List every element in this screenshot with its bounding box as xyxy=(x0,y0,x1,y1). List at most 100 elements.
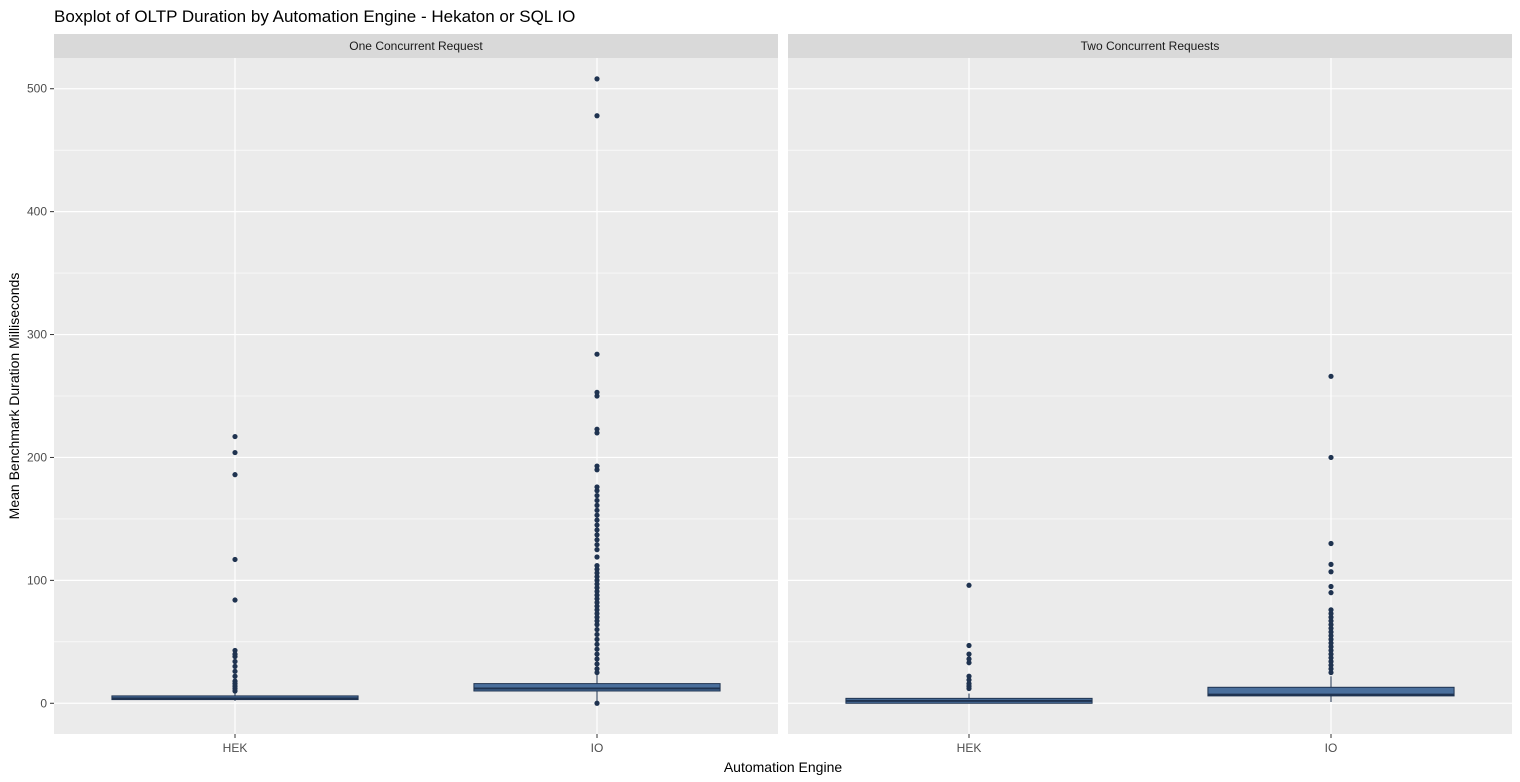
axis-layer: HEK IO HEK IO 0 100 200 300 400 500 xyxy=(27,82,1337,755)
outlier-point xyxy=(594,666,600,672)
outlier-point xyxy=(594,488,600,494)
outlier-point xyxy=(1328,614,1334,620)
outlier-point xyxy=(594,76,600,82)
outlier-point xyxy=(232,449,238,456)
outlier-point xyxy=(594,547,600,553)
outlier-point xyxy=(1328,636,1334,642)
outlier-point xyxy=(594,467,600,473)
box-iqr xyxy=(1207,686,1455,697)
outlier-point xyxy=(1328,373,1334,379)
box-io xyxy=(473,76,721,706)
outlier-point xyxy=(966,681,972,687)
outlier-point xyxy=(1328,610,1334,617)
outlier-point xyxy=(1328,644,1334,650)
outlier-point xyxy=(966,677,972,683)
outlier-point xyxy=(1328,629,1334,635)
outlier-point xyxy=(232,651,238,657)
strip-background xyxy=(788,34,1512,58)
outlier-point xyxy=(594,522,600,528)
outlier-point xyxy=(594,661,600,667)
outlier-point xyxy=(1328,655,1334,661)
outlier-point xyxy=(594,636,600,642)
outlier-point xyxy=(232,673,238,679)
outlier-point xyxy=(966,673,972,679)
outlier-point xyxy=(594,502,600,508)
x-tick-label: IO xyxy=(1325,741,1338,755)
outlier-point xyxy=(1328,662,1334,668)
outlier-point xyxy=(594,484,600,490)
box-layer xyxy=(111,76,1455,706)
x-axis-label: Automation Engine xyxy=(724,759,843,775)
strip-label-one-concurrent-request: One Concurrent Request xyxy=(349,39,483,53)
x-tick-label: IO xyxy=(591,741,604,755)
outlier-point xyxy=(1328,540,1334,547)
outlier-point xyxy=(594,585,600,591)
outlier-point xyxy=(594,574,600,580)
x-tick-label: HEK xyxy=(223,741,248,755)
outlier-point xyxy=(594,566,600,572)
outlier-point xyxy=(966,642,972,649)
outlier-point xyxy=(594,563,600,569)
outlier-point xyxy=(1328,633,1334,639)
y-tick-label: 100 xyxy=(27,573,47,587)
outlier-point xyxy=(594,393,600,399)
outlier-point xyxy=(1328,607,1334,613)
y-tick-label: 0 xyxy=(40,696,47,710)
y-tick-label: 400 xyxy=(27,205,47,219)
outlier-point xyxy=(594,588,600,595)
outlier-point xyxy=(594,669,600,676)
outlier-point xyxy=(594,351,600,357)
outlier-point xyxy=(966,660,972,666)
outlier-point xyxy=(594,603,600,609)
outlier-point xyxy=(594,631,600,638)
outlier-point xyxy=(594,430,600,436)
outlier-point xyxy=(232,678,238,684)
outlier-point xyxy=(966,651,972,657)
outlier-point xyxy=(594,537,600,543)
y-axis-label: Mean Benchmark Duration Milliseconds xyxy=(6,273,22,520)
y-tick-label: 200 xyxy=(27,450,47,464)
outlier-point xyxy=(232,556,238,563)
y-tick-label: 500 xyxy=(27,82,47,96)
box-hek xyxy=(845,582,1093,704)
outlier-point xyxy=(594,113,600,119)
outlier-point xyxy=(594,527,600,533)
outlier-point xyxy=(966,582,972,588)
chart-title: Boxplot of OLTP Duration by Automation E… xyxy=(54,7,575,26)
outlier-point xyxy=(594,656,600,662)
outlier-point xyxy=(1328,622,1334,628)
outlier-point xyxy=(1328,669,1334,676)
outlier-point xyxy=(594,700,600,706)
outlier-point xyxy=(1328,618,1334,624)
outlier-point xyxy=(1328,454,1334,461)
outlier-point xyxy=(594,581,600,587)
outlier-point xyxy=(594,389,600,395)
outlier-point xyxy=(232,433,238,440)
box-iqr xyxy=(473,683,721,692)
panel-one-concurrent-request: One Concurrent Request xyxy=(54,34,778,734)
outlier-point xyxy=(594,426,600,432)
outlier-point xyxy=(594,577,600,583)
outlier-point xyxy=(594,592,600,598)
outlier-point xyxy=(1328,583,1334,590)
outlier-point xyxy=(1328,569,1334,575)
outlier-point xyxy=(594,626,600,633)
outlier-point xyxy=(594,554,600,560)
outlier-point xyxy=(232,668,238,674)
outlier-point xyxy=(232,658,238,665)
outlier-point xyxy=(594,610,600,617)
outlier-point xyxy=(1328,590,1334,596)
outlier-point xyxy=(594,607,600,613)
outlier-point xyxy=(594,570,600,576)
box-io xyxy=(1207,373,1455,703)
panel-two-concurrent-requests: Two Concurrent Requests xyxy=(788,34,1512,734)
strip-background xyxy=(54,34,778,58)
y-tick-label: 300 xyxy=(27,328,47,342)
outlier-point xyxy=(594,618,600,624)
box-hek xyxy=(111,433,359,701)
outlier-point xyxy=(232,472,238,478)
outlier-point xyxy=(594,463,600,469)
outlier-point xyxy=(594,614,600,620)
outlier-point xyxy=(594,492,600,499)
